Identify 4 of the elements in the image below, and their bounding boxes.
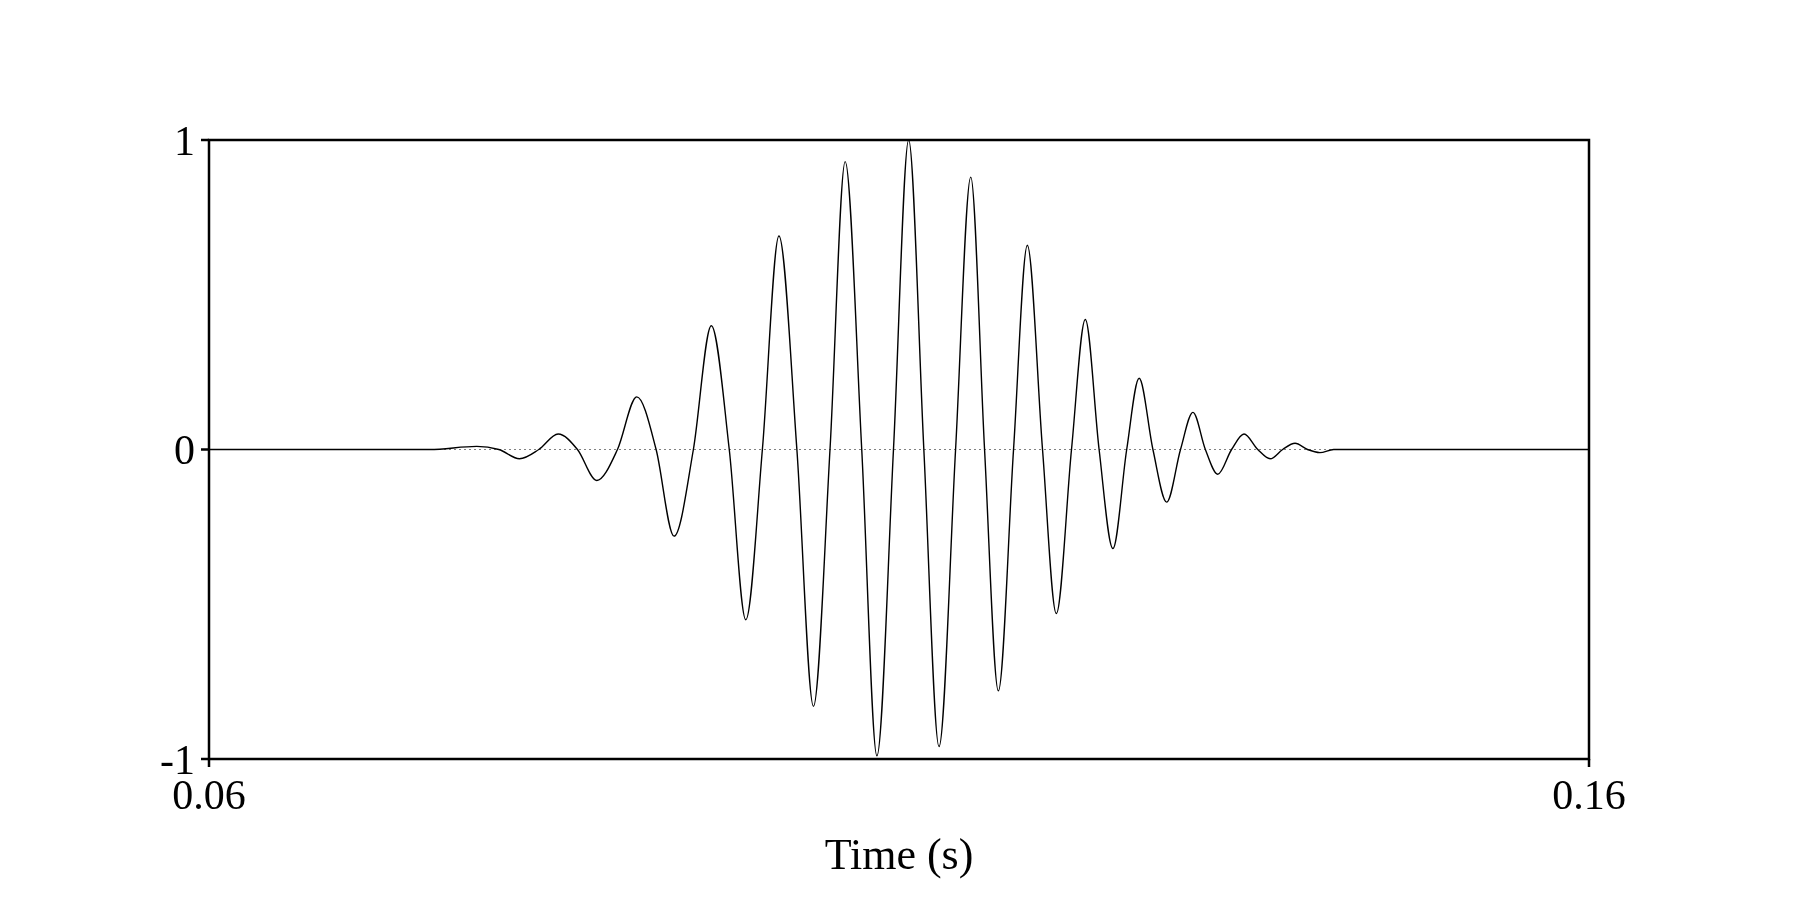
x-axis-title: Time (s) xyxy=(824,830,974,879)
y-tick-label: 1 xyxy=(174,117,195,164)
x-tick-label: 0.16 xyxy=(1552,772,1626,818)
y-tick-label: 0 xyxy=(174,427,195,474)
